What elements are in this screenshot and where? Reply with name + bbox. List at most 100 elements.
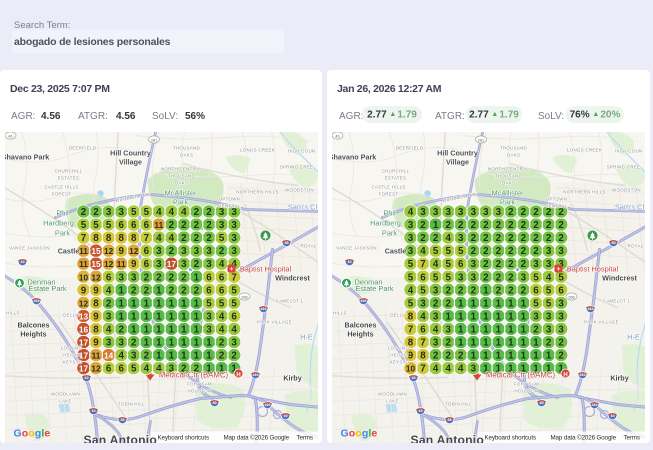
svg-text:PARK VILLAGE: PARK VILLAGE [257,319,292,324]
svg-text:CHURCHILL: CHURCHILL [54,168,82,173]
svg-text:2: 2 [545,220,551,231]
svg-text:1: 1 [533,363,539,374]
svg-text:5: 5 [218,233,224,244]
svg-text:2: 2 [181,363,187,374]
svg-text:2: 2 [168,272,174,283]
svg-text:410: 410 [252,372,258,376]
svg-text:4: 4 [218,324,224,335]
svg-text:2: 2 [508,285,514,296]
svg-text:NORTHERN HILLS: NORTHERN HILLS [236,189,278,194]
svg-text:6: 6 [143,220,149,231]
svg-text:2: 2 [533,324,539,335]
svg-text:Denman: Denman [27,277,55,286]
svg-text:1: 1 [483,298,489,309]
svg-text:7: 7 [231,272,237,283]
svg-text:368: 368 [241,295,247,299]
svg-text:3: 3 [130,350,136,361]
svg-text:DEERFIELD: DEERFIELD [395,145,422,150]
svg-text:NORTH CENTRAL: NORTH CENTRAL [487,166,528,171]
svg-text:6: 6 [218,272,224,283]
svg-text:Baptist Hospital: Baptist Hospital [566,264,618,273]
svg-text:9: 9 [93,337,99,348]
svg-text:Google: Google [13,427,50,439]
svg-text:2: 2 [558,207,564,218]
svg-text:1: 1 [495,298,501,309]
svg-text:6: 6 [457,259,463,270]
svg-text:6: 6 [143,246,149,257]
svg-text:CENTRAL: CENTRAL [218,203,241,208]
svg-text:3: 3 [558,324,564,335]
svg-text:5: 5 [432,272,438,283]
svg-text:1: 1 [483,363,489,374]
svg-text:7: 7 [407,324,413,335]
svg-text:2: 2 [483,259,489,270]
svg-text:San Antonio: San Antonio [83,433,157,444]
svg-text:1: 1 [483,311,489,322]
svg-text:5: 5 [558,272,564,283]
svg-text:410: 410 [264,402,270,406]
svg-text:Heights: Heights [20,329,46,338]
svg-text:5: 5 [420,285,426,296]
svg-text:Hill Country: Hill Country [110,148,151,157]
svg-text:6: 6 [118,220,124,231]
svg-text:11: 11 [79,259,88,269]
svg-text:Windcrest: Windcrest [602,273,637,282]
svg-text:VANCE JACKSON: VANCE JACKSON [336,245,377,250]
svg-text:1: 1 [545,350,551,361]
svg-text:2: 2 [520,233,526,244]
svg-text:3: 3 [118,207,124,218]
svg-text:SPRING CREE: SPRING CREE [606,164,640,169]
svg-text:K HILLS: K HILLS [5,310,20,315]
svg-text:1: 1 [520,324,526,335]
svg-text:1: 1 [193,298,199,309]
svg-text:8: 8 [118,233,124,244]
svg-text:1: 1 [181,324,187,335]
svg-text:1: 1 [457,337,463,348]
svg-text:2: 2 [470,220,476,231]
svg-text:1: 1 [156,285,162,296]
svg-text:LOS ANG: LOS ANG [60,345,82,350]
svg-text:2: 2 [193,259,199,270]
svg-text:3: 3 [432,311,438,322]
svg-text:3: 3 [168,363,174,374]
svg-text:5: 5 [143,207,149,218]
svg-text:2: 2 [508,246,514,257]
svg-text:8: 8 [105,233,111,244]
svg-text:2: 2 [520,246,526,257]
svg-text:1: 1 [168,311,174,322]
svg-text:2: 2 [533,246,539,257]
svg-text:7: 7 [80,233,86,244]
svg-text:3: 3 [218,220,224,231]
svg-text:2: 2 [520,259,526,270]
svg-text:1: 1 [520,363,526,374]
svg-text:3: 3 [445,207,451,218]
svg-text:1: 1 [231,363,237,374]
svg-text:1: 1 [193,324,199,335]
svg-text:368: 368 [568,295,574,299]
svg-text:7: 7 [143,233,149,244]
svg-text:2: 2 [508,272,514,283]
svg-text:2: 2 [93,207,99,218]
svg-text:3: 3 [420,298,426,309]
svg-text:Sam's Cl: Sam's Cl [614,202,644,211]
svg-text:2: 2 [508,220,514,231]
svg-text:DELLVI: DELLVI [390,312,407,317]
svg-text:5: 5 [130,207,136,218]
svg-text:2: 2 [445,298,451,309]
svg-text:2: 2 [508,259,514,270]
svg-text:4: 4 [105,324,111,335]
svg-text:5: 5 [407,298,413,309]
svg-text:3: 3 [483,207,489,218]
svg-text:1: 1 [118,285,124,296]
svg-text:Medical Ctr (BAMC): Medical Ctr (BAMC) [158,370,228,379]
svg-text:2: 2 [495,246,501,257]
svg-text:3: 3 [206,324,212,335]
svg-text:3: 3 [407,233,413,244]
svg-text:7: 7 [420,259,426,270]
svg-text:12: 12 [103,259,113,269]
svg-text:10: 10 [610,413,614,417]
svg-text:Windcrest: Windcrest [275,273,310,282]
svg-text:Heights: Heights [347,329,373,338]
svg-text:2: 2 [533,220,539,231]
svg-text:FORT SAM: FORT SAM [187,381,212,386]
